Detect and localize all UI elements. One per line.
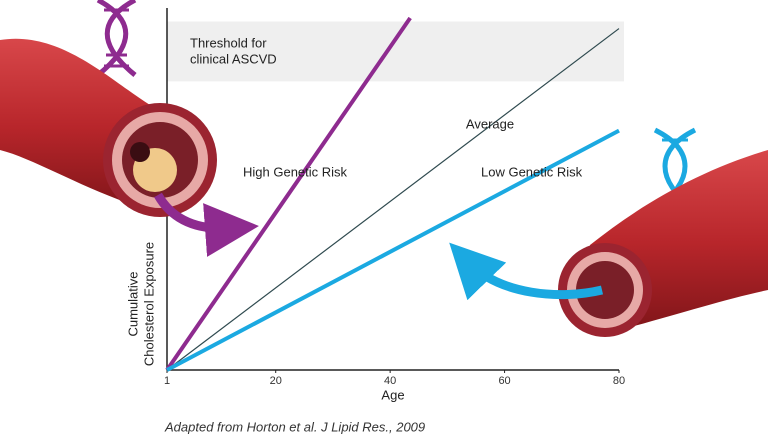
x-axis-label: Age <box>381 387 404 402</box>
threshold-label: clinical ASCVD <box>190 51 277 66</box>
series-line <box>166 28 620 371</box>
x-tick-label: 60 <box>498 375 510 387</box>
series-line <box>165 16 412 372</box>
y-axis-label: Cholesterol Exposure <box>141 242 156 366</box>
x-tick-label: 20 <box>270 375 282 387</box>
caption: Adapted from Horton et al. J Lipid Res.,… <box>164 419 425 434</box>
y-axis-label: Cumulative <box>125 271 140 336</box>
threshold-band <box>167 21 624 82</box>
series-label: Low Genetic Risk <box>481 164 583 179</box>
x-tick-label: 1 <box>164 375 170 387</box>
x-tick-label: 40 <box>384 375 396 387</box>
x-tick-label: 80 <box>613 375 625 387</box>
illustration-low-risk <box>449 127 768 337</box>
series-label: Average <box>466 116 514 131</box>
series-line <box>166 128 620 372</box>
illustration-high-risk <box>0 0 259 257</box>
series-label: High Genetic Risk <box>243 164 348 179</box>
threshold-label: Threshold for <box>190 35 267 50</box>
